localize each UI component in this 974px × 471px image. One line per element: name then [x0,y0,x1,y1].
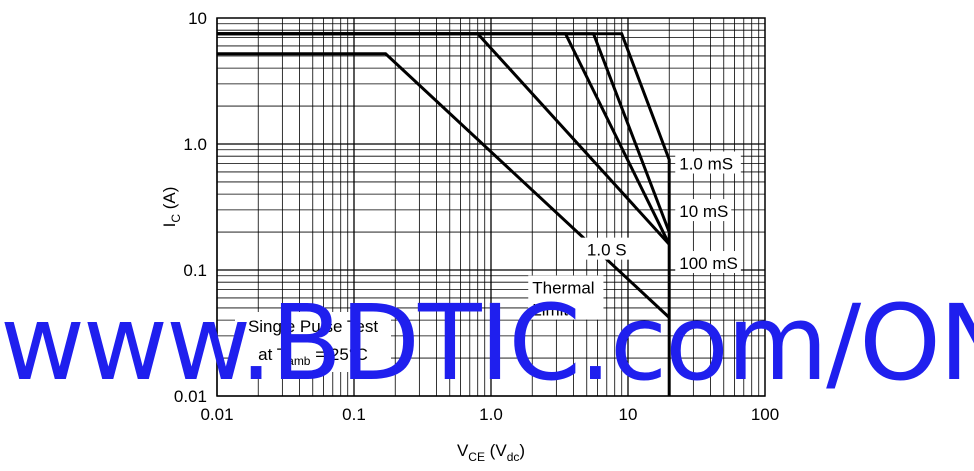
curve-annotations: 1.0 mS 10 mS 100 mS 1.0 S Thermal Limit [528,151,741,320]
note-line-2: at Tamb = 25°C [258,345,368,368]
annotation-background [675,199,732,222]
x-tick-label: 0.01 [200,405,233,424]
annotation-label: 1.0 mS [679,155,733,174]
annotation-background [675,251,741,274]
y-tick-label: 1.0 [183,135,207,154]
y-tick-label: 0.1 [183,261,207,280]
x-tick-label: 0.1 [342,405,366,424]
note-line-1: Single Pulse Test [248,317,378,336]
x-tick-label: 100 [751,405,779,424]
annotation-label: 1.0 S [587,241,627,260]
x-axis-label: VCE (Vdc) [457,441,525,464]
y-axis-label: IC (A) [160,187,183,228]
test-condition-note: Single Pulse Test at Tamb = 25°C [235,312,391,372]
x-tick-label: 10 [619,405,638,424]
grid-lines [216,18,765,397]
annotation-background [528,275,604,320]
x-tick-label: 1.0 [479,405,503,424]
x-tick-labels: 0.01 0.1 1.0 10 100 [200,405,779,424]
annotation-label: 100 mS [679,254,738,273]
y-tick-labels: 0.01 0.1 1.0 10 [174,9,207,406]
y-tick-label: 10 [188,9,207,28]
series-line-10-ms [217,32,671,233]
plot-frame [216,17,766,397]
series-line-thermal-limit [217,52,671,319]
y-tick-label: 0.01 [174,387,207,406]
annotation-label: Thermal [532,279,594,298]
annotation-background [675,151,741,174]
note-background [235,312,391,372]
annotation-background [578,237,635,260]
annotation-label: 10 mS [679,202,728,221]
series-line-1-0-s [217,32,671,246]
series-line-100-ms [217,32,671,245]
annotation-label: Limit [532,301,568,320]
series-lines [217,32,671,396]
